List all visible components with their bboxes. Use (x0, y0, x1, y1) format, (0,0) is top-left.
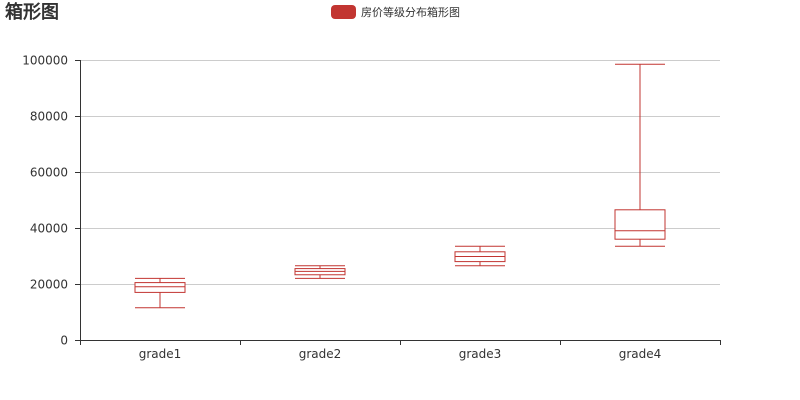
y-tick-label: 60000 (30, 166, 68, 180)
y-tick-label: 80000 (30, 110, 68, 124)
x-tick-label: grade4 (619, 347, 662, 361)
y-tick-label: 40000 (30, 222, 68, 236)
legend-swatch (331, 5, 356, 19)
legend-label: 房价等级分布箱形图 (361, 6, 460, 19)
axes: 0 20000 40000 60000 80000 100000 grade1 grade2 g… (22, 54, 721, 361)
box-grade4 (614, 63, 666, 247)
grid-lines (80, 60, 720, 285)
box-grade3 (454, 245, 506, 267)
x-tick-label: grade3 (459, 347, 502, 361)
iqr-box (614, 209, 666, 240)
y-tick-label: 0 (60, 334, 68, 348)
y-tick-label: 100000 (22, 54, 68, 68)
box-grade1 (134, 277, 186, 309)
box-series (134, 63, 666, 309)
legend[interactable]: 房价等级分布箱形图 (331, 4, 460, 20)
iqr-box (134, 282, 186, 293)
y-tick-label: 20000 (30, 278, 68, 292)
x-tick-label: grade1 (139, 347, 182, 361)
box-grade2 (294, 265, 346, 279)
chart-title: 箱形图 (5, 2, 59, 23)
x-tick-label: grade2 (299, 347, 342, 361)
